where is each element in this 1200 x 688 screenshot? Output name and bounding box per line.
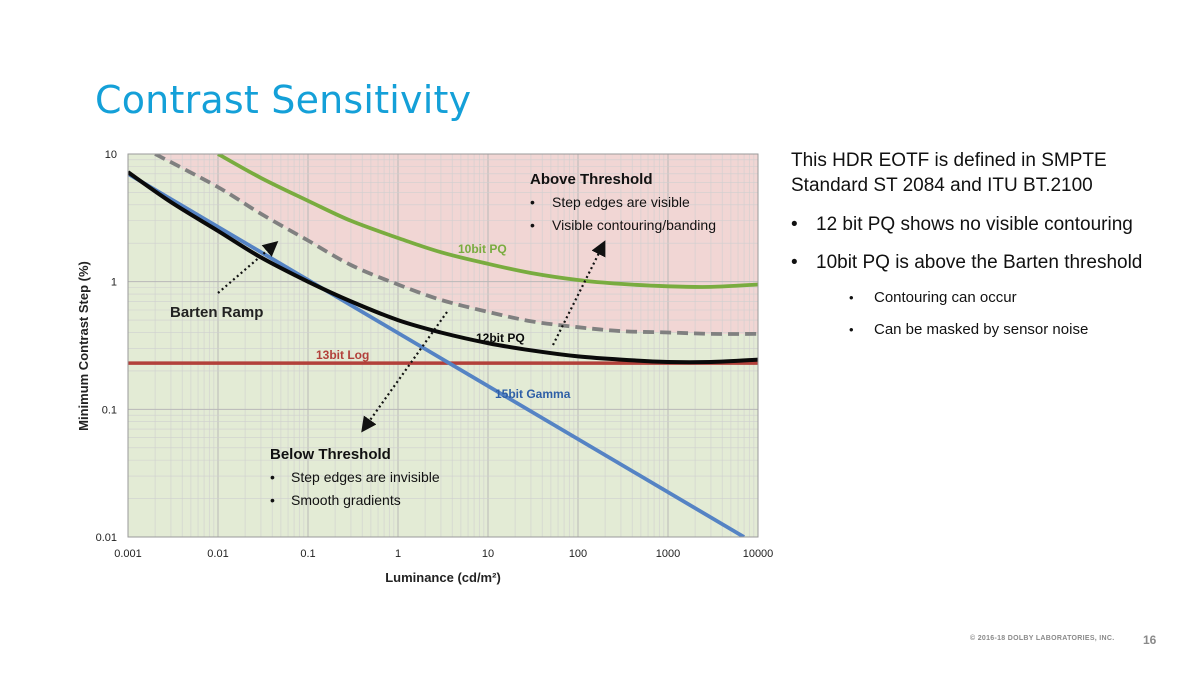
bullet-dot: • [791, 252, 798, 273]
series-label-13bit-log: 13bit Log [316, 348, 369, 362]
annotation-below-title: Below Threshold [270, 446, 391, 463]
annotation-above-bullet: • [530, 217, 535, 233]
series-label-10bit-pq: 10bit PQ [458, 242, 507, 256]
intro-text: This HDR EOTF is defined in SMPTE Standa… [791, 150, 1107, 196]
below-threshold-arrow [361, 311, 448, 433]
y-tick-label: 1 [111, 277, 117, 289]
page-number: 16 [1143, 633, 1157, 647]
series-line-barten-ramp [154, 154, 758, 336]
annotation-above-bullet: • [530, 194, 535, 210]
y-axis-label: Minimum Contrast Step (%) [76, 261, 91, 431]
annotation-below-item-1: Step edges are invisible [291, 469, 440, 485]
x-tick-label: 100 [569, 548, 587, 560]
description-panel: This HDR EOTF is defined in SMPTE Standa… [791, 148, 1181, 352]
x-tick-label: 10000 [743, 548, 774, 560]
x-tick-label: 10 [482, 548, 494, 560]
y-tick-label: 0.1 [102, 404, 117, 416]
copyright-footer: © 2016-18 DOLBY LABORATORIES, INC. [970, 635, 1115, 642]
x-tick-label: 0.1 [300, 548, 315, 560]
bullet-10bit: • 10bit PQ is above the Barten threshold [791, 250, 1181, 275]
annotation-below-item-2: Smooth gradients [291, 492, 401, 508]
bullet-12bit: • 12 bit PQ shows no visible contouring [791, 212, 1181, 237]
x-tick-label: 0.01 [207, 548, 228, 560]
y-tick-label: 10 [105, 149, 117, 161]
annotation-below-bullet: • [270, 469, 275, 485]
annotation-below-bullet: • [270, 492, 275, 508]
annotation-above-title: Above Threshold [530, 171, 653, 188]
series-label-12bit-pq: 12bit PQ [476, 331, 525, 345]
bullet-dot: • [791, 214, 798, 235]
x-tick-label: 1000 [656, 548, 680, 560]
sub-bullet-text: Can be masked by sensor noise [874, 321, 1089, 338]
sub-bullet-text: Contouring can occur [874, 289, 1017, 306]
x-axis-label: Luminance (cd/m²) [385, 570, 501, 585]
x-tick-label: 1 [395, 548, 401, 560]
annotation-above-item-2: Visible contouring/banding [552, 217, 716, 233]
series-line-15bit-gamma [128, 172, 746, 537]
series-label-15bit-gamma: 15bit Gamma [495, 387, 571, 401]
region-below-threshold [128, 154, 758, 537]
series-label-barten-ramp: Barten Ramp [170, 304, 263, 321]
series-line-10bit-pq [217, 154, 758, 289]
bullet-text: 12 bit PQ shows no visible contouring [816, 214, 1133, 235]
sub-bullet-masked: • Can be masked by sensor noise [791, 320, 1181, 340]
sub-bullet-dot: • [849, 290, 854, 305]
sub-bullet-contouring: • Contouring can occur [791, 288, 1181, 308]
sub-bullet-dot: • [849, 322, 854, 337]
annotation-above-item-1: Step edges are visible [552, 194, 690, 210]
slide-title: Contrast Sensitivity [95, 78, 472, 122]
y-tick-label: 0.01 [96, 532, 117, 544]
above-threshold-arrow [552, 240, 606, 346]
bullet-text: 10bit PQ is above the Barten threshold [816, 252, 1143, 273]
x-tick-label: 0.001 [114, 548, 142, 560]
plot-frame [127, 153, 759, 538]
series-line-12bit-pq [128, 170, 758, 365]
